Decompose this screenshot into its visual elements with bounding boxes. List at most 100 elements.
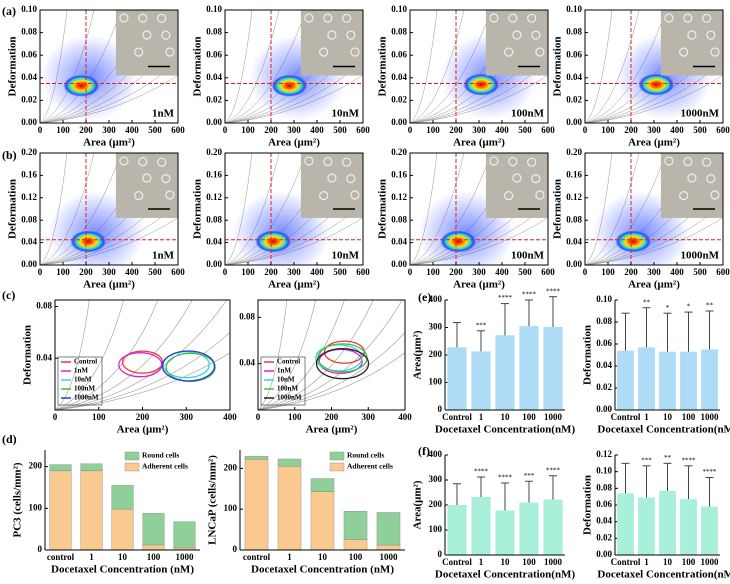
significance: ****: [546, 287, 561, 295]
legend-label: Control: [277, 358, 300, 366]
x-tick-label: 500: [333, 267, 347, 277]
condition-label: 100nM: [511, 108, 545, 120]
plot-area: [40, 153, 178, 265]
y-tick-label: 0.04: [391, 237, 407, 247]
x-tick-label: 200: [449, 125, 463, 135]
cell: [319, 191, 329, 201]
x-axis-label: Docetaxel Concentration (nM): [251, 564, 394, 576]
y-tick-label: 0.00: [391, 117, 407, 127]
x-tick-label: 100: [349, 552, 363, 562]
x-axis-label: Area (μm²): [83, 279, 135, 291]
cell: [142, 173, 152, 183]
y-tick-label: 0.08: [391, 214, 407, 224]
iso-curve: [40, 61, 178, 123]
y-tick-label: 0.02: [596, 382, 612, 392]
legend-label: 100nM: [74, 385, 95, 393]
y-tick-label: 0.02: [206, 94, 222, 104]
cell: [342, 13, 352, 23]
cell: [350, 190, 360, 200]
cell: [342, 157, 352, 167]
y-axis-label: Deformation: [192, 179, 204, 239]
legend-label: 1000nM: [74, 394, 99, 402]
cell: [119, 13, 129, 23]
significance: **: [706, 302, 714, 310]
contour: [118, 352, 163, 378]
iso-curve: [585, 10, 640, 123]
x-tick-label: 600: [171, 267, 185, 277]
y-tick-label: 0.20: [206, 147, 222, 157]
legend-box: [57, 356, 103, 406]
legend-swatch: [124, 462, 140, 472]
y-tick-label: 0.08: [566, 214, 582, 224]
x-tick-label: 1: [644, 412, 649, 422]
x-tick-label: 300: [647, 267, 661, 277]
legend-label: 1nM: [74, 367, 88, 375]
y-axis-label: Area(μm²): [412, 330, 424, 379]
bar-segment: [80, 470, 103, 551]
cell: [508, 13, 518, 23]
x-tick-label: 300: [472, 267, 486, 277]
x-tick-label: 600: [541, 267, 555, 277]
x-axis-label: Area (μm²): [628, 279, 680, 291]
y-tick-label: 100: [429, 377, 443, 387]
bar: [617, 493, 634, 555]
x-tick-label: Control: [442, 412, 472, 422]
cell: [134, 47, 144, 57]
cell: [142, 30, 152, 40]
frame: [39, 152, 179, 266]
y-tick-label: 0.04: [566, 72, 582, 82]
panel-label: (a): [2, 4, 16, 18]
bar: [447, 505, 467, 555]
condition-label: 1000nM: [681, 250, 720, 262]
x-tick-label: 100: [288, 412, 302, 422]
condition-label: 100nM: [511, 250, 545, 262]
y-tick-label: 400: [429, 449, 443, 459]
significance: *: [666, 304, 670, 312]
x-axis-label: Area (μm²): [453, 137, 505, 149]
x-tick-label: 500: [518, 267, 532, 277]
bar-segment: [277, 458, 302, 467]
cell: [535, 47, 545, 57]
cell: [161, 174, 171, 184]
x-axis-label: Docetaxel Concentration(nM): [435, 424, 576, 436]
legend-label: 100nM: [277, 385, 298, 393]
y-axis-label: Deformation: [377, 37, 389, 97]
legend-swatch: [329, 451, 345, 461]
cell: [679, 47, 689, 57]
legend-label: Adherent cells: [347, 462, 393, 471]
x-tick-label: 300: [102, 125, 116, 135]
iso-curve: [585, 10, 613, 123]
cell: [702, 13, 712, 23]
frame: [39, 9, 179, 124]
x-tick-label: 10: [501, 557, 511, 567]
legend-label: Round cells: [142, 451, 179, 460]
cell: [702, 157, 712, 167]
x-axis-label: Docetaxel Concentration(nM): [597, 569, 730, 581]
x-tick-label: 400: [495, 125, 509, 135]
y-tick-label: 0.06: [21, 49, 37, 59]
x-tick-label: 200: [449, 267, 463, 277]
x-tick-label: 100: [426, 125, 440, 135]
significance: ****: [682, 456, 697, 464]
significance: **: [664, 454, 672, 462]
y-tick-label: 0.10: [391, 4, 407, 14]
cell: [157, 157, 167, 167]
y-axis-label: Deformation: [7, 179, 19, 239]
y-axis-label: Deformation: [7, 37, 19, 97]
significance: ****: [522, 291, 537, 299]
y-tick-label: 0.06: [596, 338, 612, 348]
iso-curve: [410, 10, 438, 123]
legend-label: Adherent cells: [142, 462, 188, 471]
y-tick-label: 400: [429, 294, 443, 304]
y-tick-label: 0.00: [206, 117, 222, 127]
significance: ****: [498, 294, 513, 302]
cell: [527, 157, 537, 167]
y-tick-label: 0.20: [391, 147, 407, 157]
bar-segment: [244, 459, 269, 551]
y-tick-label: 0.00: [596, 549, 612, 559]
x-tick-label: 600: [716, 125, 730, 135]
cell: [323, 157, 333, 167]
iso-curve: [55, 331, 230, 410]
legend-label: 1nM: [277, 367, 291, 375]
cell: [504, 47, 514, 57]
